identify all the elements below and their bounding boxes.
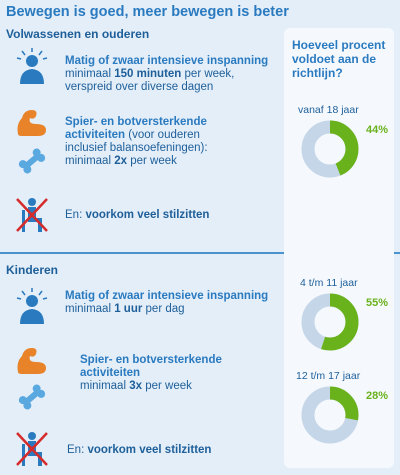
children-row1-line2-pre: minimaal bbox=[65, 303, 115, 315]
children-row1-line2: minimaal 1 uur per dag bbox=[65, 303, 268, 316]
adults-row1-line2-post: per week, bbox=[181, 68, 235, 80]
adults-row1-head: Matig of zwaar intensieve inspanning bbox=[65, 55, 269, 67]
adults-row2-line3: inclusief balansoefeningen): bbox=[65, 142, 208, 154]
children-row2-text: Spier- en botversterkende activiteiten m… bbox=[80, 354, 222, 393]
donut-value-1: 55% bbox=[366, 297, 389, 309]
adults-row3-text: En: voorkom veel stilzitten bbox=[65, 209, 209, 222]
children-row3-text: En: voorkom veel stilzitten bbox=[67, 444, 211, 457]
adults-row2-line4-post: per week bbox=[127, 155, 177, 167]
adults-row1-line2: minimaal 150 minuten per week, bbox=[65, 68, 268, 81]
adults-heading: Volwassenen en ouderen bbox=[6, 27, 150, 41]
donut-slice-2 bbox=[301, 386, 359, 444]
flexed-arm-icon bbox=[17, 110, 46, 136]
children-row2-head: Spier- en botversterkende bbox=[80, 354, 222, 366]
page-title: Bewegen is goed, meer bewegen is beter bbox=[6, 4, 289, 20]
person-exercise-icon bbox=[16, 288, 48, 324]
section-divider bbox=[0, 252, 400, 254]
adults-row2-head2: activiteiten bbox=[65, 129, 126, 141]
adults-row1-line3: verspreid over diverse dagen bbox=[65, 81, 214, 93]
adults-row2-line4-bold: 2x bbox=[114, 155, 128, 167]
donut-slice-0 bbox=[301, 120, 359, 178]
donut-chart-0 bbox=[301, 120, 359, 178]
children-row2-head2: activiteiten bbox=[80, 367, 141, 379]
children-row2-line3-post: per week bbox=[142, 380, 192, 392]
person-exercise-icon bbox=[16, 48, 48, 84]
adults-row1-text: Matig of zwaar intensieve inspanning min… bbox=[65, 55, 268, 94]
adults-row2-text: Spier- en botversterkende activiteiten (… bbox=[65, 116, 208, 168]
children-row2-line3-pre: minimaal bbox=[80, 380, 130, 392]
donut-label-1: 4 t/m 11 jaar bbox=[300, 277, 358, 289]
adults-row1-line2-pre: minimaal bbox=[65, 68, 115, 80]
bone-icon bbox=[18, 384, 46, 410]
adults-row2-line2: activiteiten (voor ouderen bbox=[65, 129, 208, 142]
flexed-arm-icon bbox=[17, 348, 46, 374]
donut-slice-1 bbox=[301, 293, 359, 351]
adults-row2-line4-pre: minimaal bbox=[65, 155, 115, 167]
adults-row3-bold: voorkom veel stilzitten bbox=[85, 209, 210, 221]
panel-question: Hoeveel procent voldoet aan de richtlijn… bbox=[292, 38, 386, 80]
children-row3-bold: voorkom veel stilzitten bbox=[87, 444, 212, 456]
children-row1-line2-bold: 1 uur bbox=[114, 303, 143, 315]
donut-chart-2 bbox=[301, 386, 359, 444]
adults-row2-head: Spier- en botversterkende bbox=[65, 116, 207, 128]
adults-row2-head2-post: (voor ouderen bbox=[125, 129, 200, 141]
donut-chart-1 bbox=[301, 293, 359, 351]
children-heading: Kinderen bbox=[6, 263, 59, 277]
donut-label-0: vanaf 18 jaar bbox=[298, 104, 359, 116]
children-row1-text: Matig of zwaar intensieve inspanning min… bbox=[65, 290, 268, 316]
children-row3-pre: En: bbox=[67, 444, 88, 456]
donut-value-2: 28% bbox=[366, 390, 389, 402]
no-sitting-icon bbox=[16, 198, 48, 232]
donut-label-2: 12 t/m 17 jaar bbox=[296, 370, 361, 382]
no-sitting-icon bbox=[16, 432, 48, 466]
children-row1-head: Matig of zwaar intensieve inspanning bbox=[65, 290, 269, 302]
adults-row2-line4: minimaal 2x per week bbox=[65, 155, 208, 168]
adults-row1-line2-bold: 150 minuten bbox=[114, 68, 182, 80]
children-row2-line3-bold: 3x bbox=[129, 380, 143, 392]
children-row1-line2-post: per dag bbox=[142, 303, 185, 315]
donut-value-0: 44% bbox=[366, 124, 389, 136]
children-row2-line3: minimaal 3x per week bbox=[80, 380, 222, 393]
adults-row3-pre: En: bbox=[65, 209, 86, 221]
bone-icon bbox=[18, 148, 46, 174]
